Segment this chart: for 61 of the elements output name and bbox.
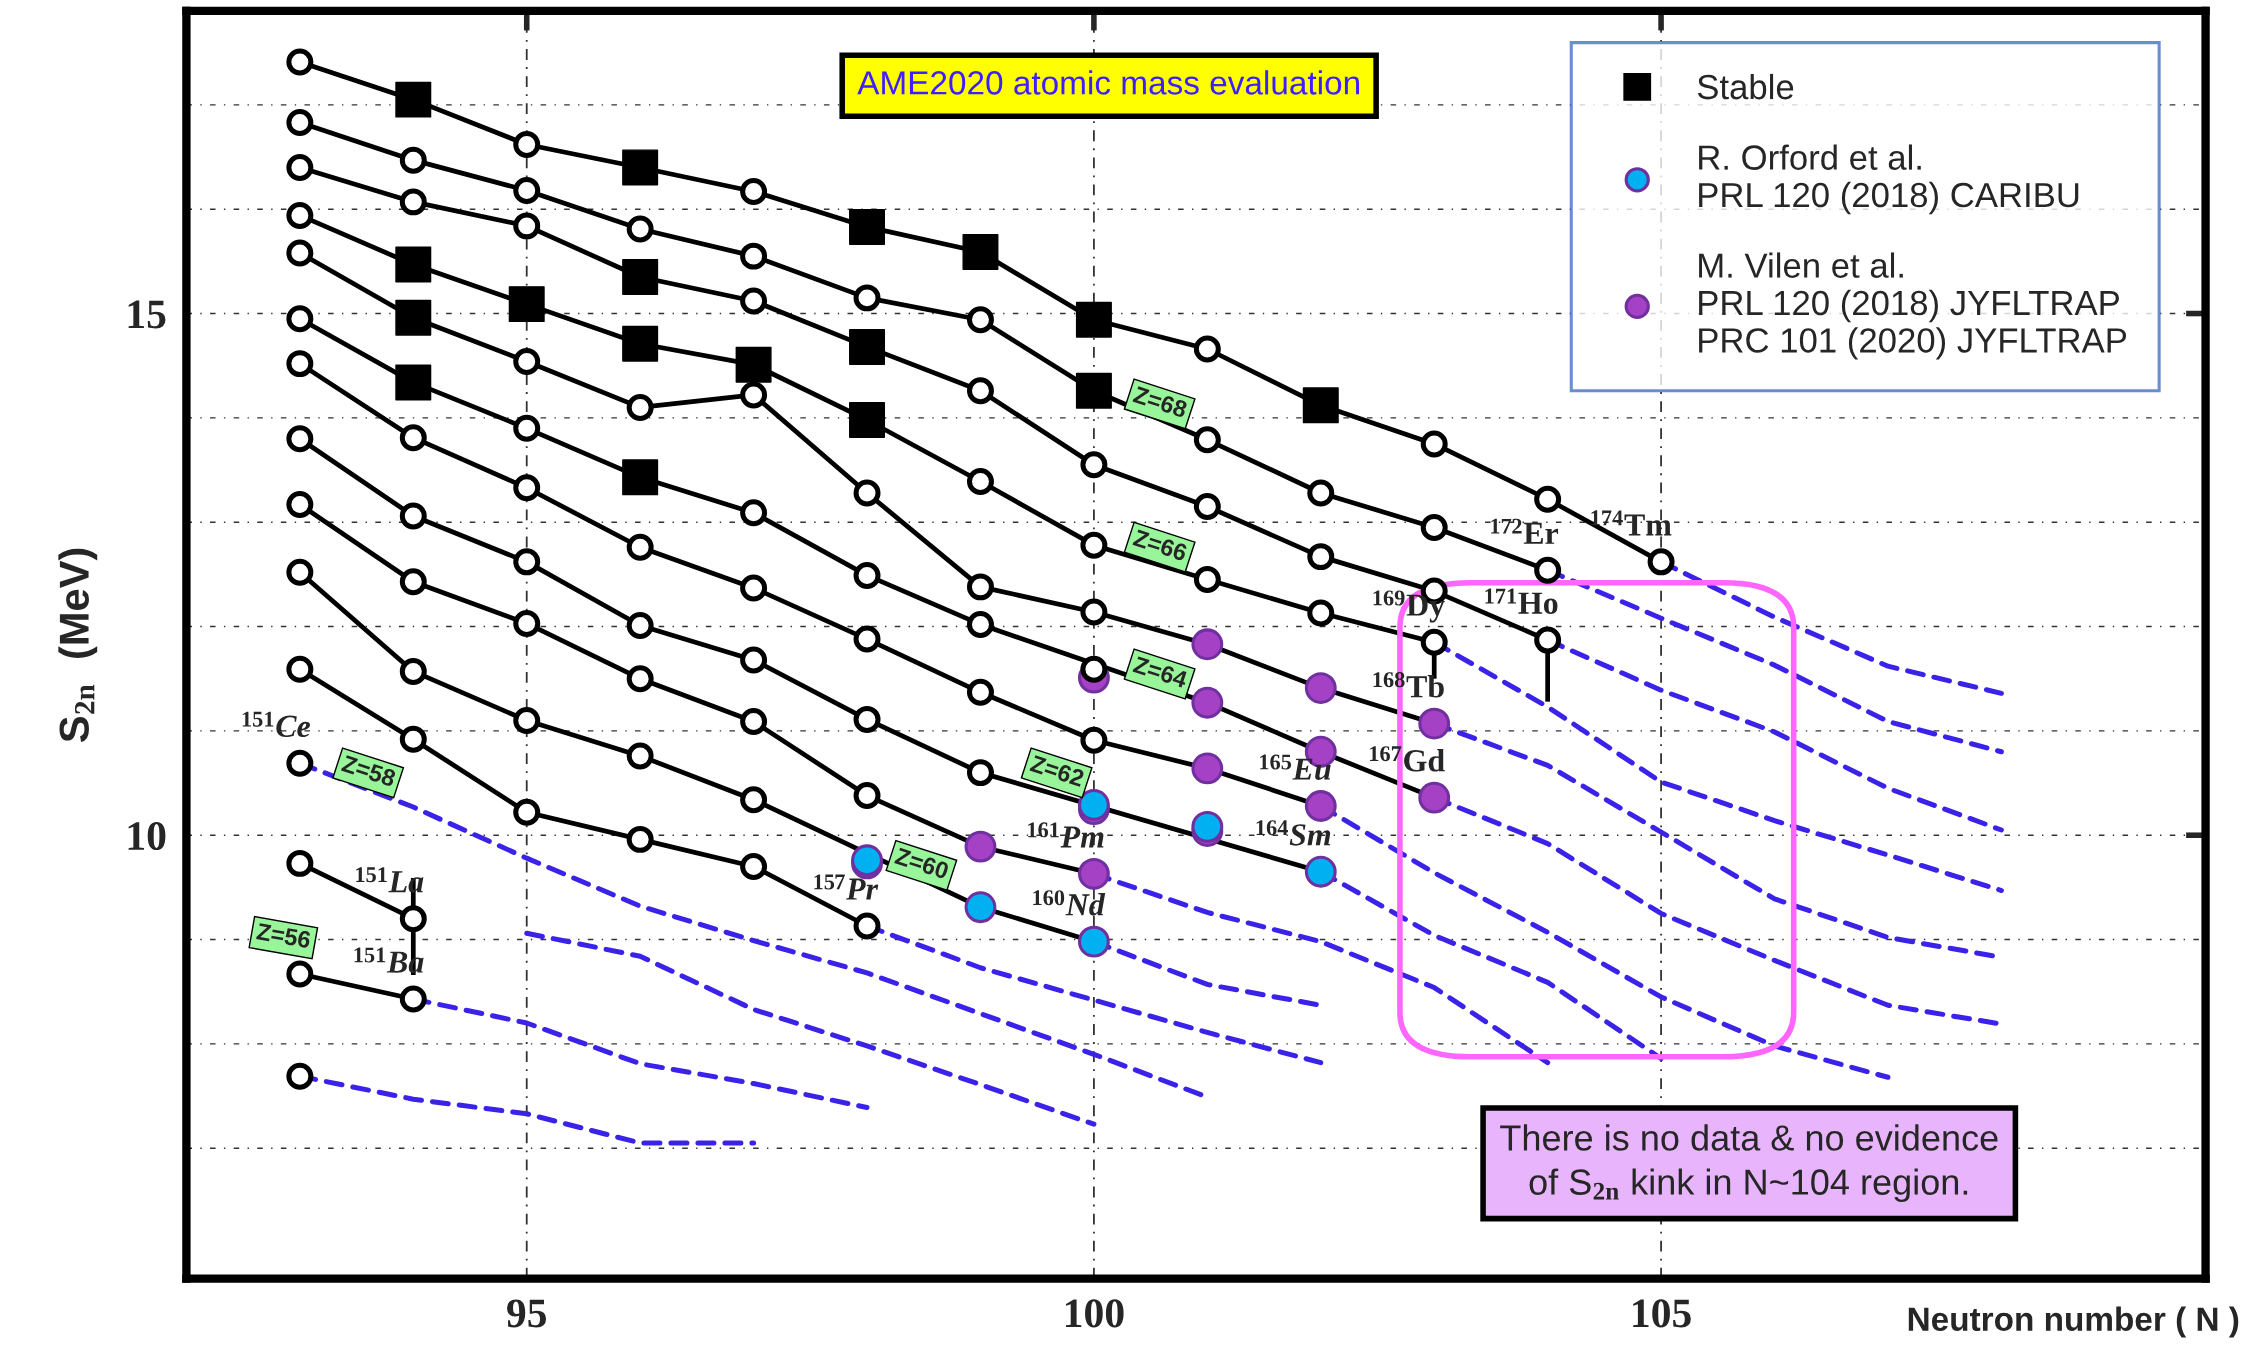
point [1191,628,1224,661]
point [1302,387,1339,424]
point [1418,707,1451,740]
legend-label: Stable [1697,73,1794,100]
annotation: Z=58 [340,754,397,788]
x-tick-label: 105 [1633,1299,1691,1328]
point [395,246,432,283]
point [1304,672,1337,705]
point [1077,925,1110,958]
annotation: $^{169}$Dy [1373,590,1445,623]
point [964,891,997,924]
point [395,81,432,118]
annotation: Z=60 [894,847,950,880]
point [622,325,659,362]
point [622,149,659,186]
point [1075,372,1112,409]
point [1418,781,1451,814]
x-tick-label: 95 [507,1299,547,1328]
point [849,401,886,438]
point [1191,686,1224,719]
point [1075,301,1112,338]
point [395,364,432,401]
annotation: Z=56 [256,922,312,949]
point [735,346,772,383]
point [1077,857,1110,890]
annotation: Z=66 [1132,529,1188,562]
point [395,299,432,336]
x-axis-title: Neutron number ( N ) [1908,1306,2239,1338]
annotation: $^{151}$Ce [242,711,310,738]
annotation: $^{171}$Ho [1485,588,1558,614]
point [622,459,659,496]
point [1420,628,1448,656]
point [1191,752,1224,785]
annotation: $^{157}$Pr [814,874,879,900]
x-tick-label: 100 [1065,1299,1124,1328]
point [964,830,997,863]
point [1304,855,1337,888]
legend-label: M. Vilen et al. PRL 120 (2018) JYFLTRAP PRC 101 (2020) JYFLTRAP [1699,252,2127,360]
y-tick-label: 15 [128,300,166,329]
point [849,328,886,365]
text: AME2020 atomic mass evaluation [857,70,1359,95]
point [1304,790,1337,822]
point [399,905,427,933]
annotation: $^{172}$Er [1491,518,1559,544]
point [508,286,545,323]
y-axis-title: S$_{2n}$ (MeV) [58,548,98,742]
annotation: $^{161}$Pm [1028,822,1104,848]
annotation: There is no data & no evidence of S$_{2n}$ kink in N~104 region. [1500,1124,1998,1203]
legend-label: R. Orford et al. PRL 120 (2018) CARIBU [1699,144,2079,215]
y-tick-label: 10 [128,821,166,851]
point [622,259,659,295]
annotation: $^{174}$Tm [1591,510,1672,536]
annotation: Z=64 [1132,655,1189,689]
annotation: $^{165}$Eu [1260,754,1331,780]
annotation: Z=68 [1132,385,1189,419]
point [1534,626,1562,654]
annotation: $^{160}$Nd [1033,890,1106,916]
annotation: Z=62 [1029,754,1085,787]
point [849,208,886,245]
annotation: $^{164}$Sm [1256,820,1331,846]
point [962,233,999,270]
